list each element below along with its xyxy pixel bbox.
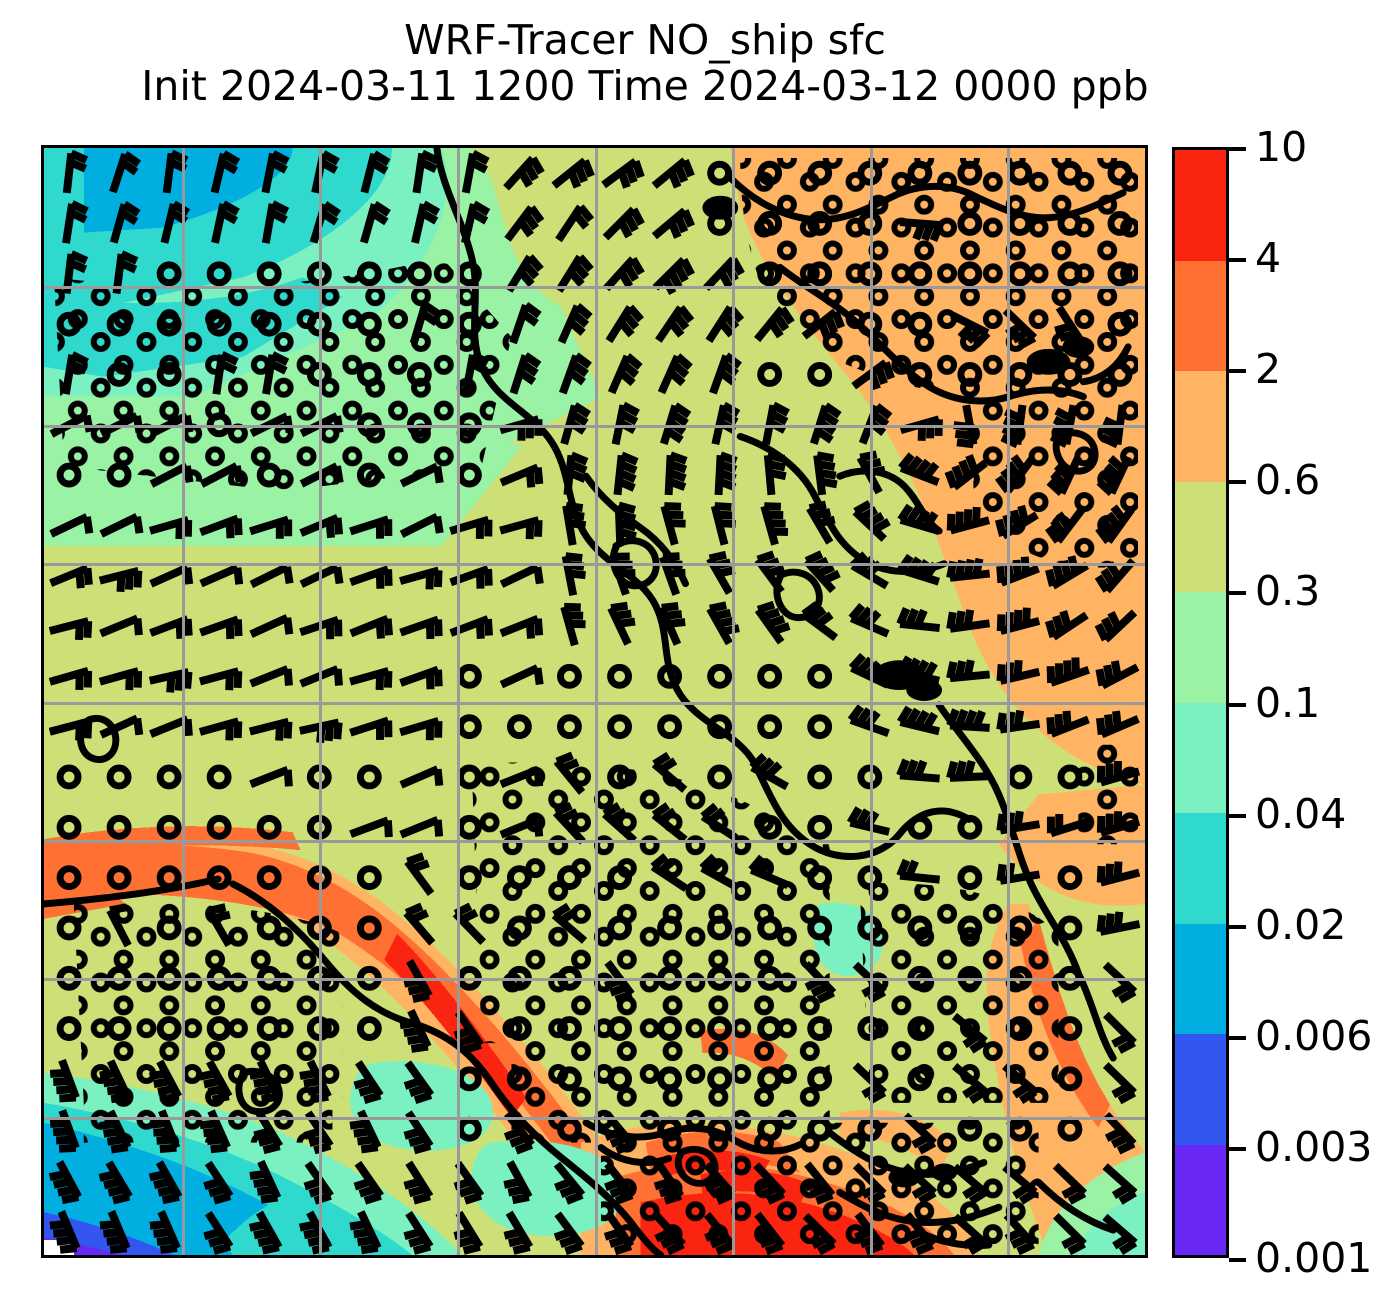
colorbar-band [1175, 371, 1226, 482]
colorbar-tick-label: 0.6 [1255, 456, 1321, 505]
colorbar-band [1175, 481, 1226, 592]
colorbar-tick [1229, 924, 1246, 929]
gridline-horizontal [44, 1116, 1145, 1120]
colorbar-tick [1229, 369, 1246, 374]
title-line-secondary: Init 2024-03-11 1200 Time 2024-03-12 000… [141, 61, 1149, 110]
gridline-horizontal [44, 563, 1145, 567]
colorbar-tick [1229, 591, 1246, 596]
colorbar-tick-label: 0.001 [1255, 1234, 1373, 1282]
colorbar-band [1175, 150, 1226, 261]
colorbar-tick [1229, 1258, 1246, 1262]
colorbar-tick [1229, 480, 1246, 485]
colorbar-band [1175, 813, 1226, 924]
colorbar-band [1175, 592, 1226, 703]
gridline-horizontal [44, 701, 1145, 705]
colorbar[interactable] [1172, 147, 1229, 1258]
colorbar-tick [1229, 702, 1246, 707]
colorbar-tick [1229, 1035, 1246, 1040]
colorbar-tick-labels: 10 4 2 0.6 0.3 0.1 0.04 0.02 0.006 0.003 0.001 [1229, 123, 1399, 1282]
colorbar-tick-label: 2 [1255, 345, 1282, 394]
chart-title: WRF-Tracer NO_ship sfc Init 2024-03-11 1… [0, 16, 1290, 110]
colorbar-band [1175, 1034, 1226, 1145]
colorbar-tick-label: 0.1 [1255, 678, 1321, 727]
colorbar-tick-label: 10 [1255, 123, 1308, 171]
colorbar-tick-label: 0.003 [1255, 1122, 1373, 1171]
map-gridlines [44, 148, 1145, 1255]
gridline-horizontal [44, 286, 1145, 290]
title-line-primary: WRF-Tracer NO_ship sfc [404, 16, 886, 64]
gridline-horizontal [44, 839, 1145, 843]
gridline-horizontal [44, 424, 1145, 428]
colorbar-band [1175, 260, 1226, 371]
colorbar-tick-label: 0.04 [1255, 789, 1347, 838]
colorbar-band [1175, 702, 1226, 813]
colorbar-band [1175, 1144, 1226, 1255]
colorbar-tick-label: 0.3 [1255, 567, 1321, 616]
colorbar-tick [1229, 258, 1246, 263]
colorbar-tick [1229, 1146, 1246, 1151]
colorbar-tick-label: 0.006 [1255, 1011, 1373, 1060]
colorbar-tick [1229, 147, 1246, 151]
gridline-horizontal [44, 978, 1145, 982]
colorbar-band [1175, 923, 1226, 1034]
colorbar-tick [1229, 813, 1246, 818]
map-plot-area[interactable] [41, 145, 1148, 1258]
colorbar-tick-label: 0.02 [1255, 900, 1347, 949]
colorbar-tick-label: 4 [1255, 234, 1282, 283]
